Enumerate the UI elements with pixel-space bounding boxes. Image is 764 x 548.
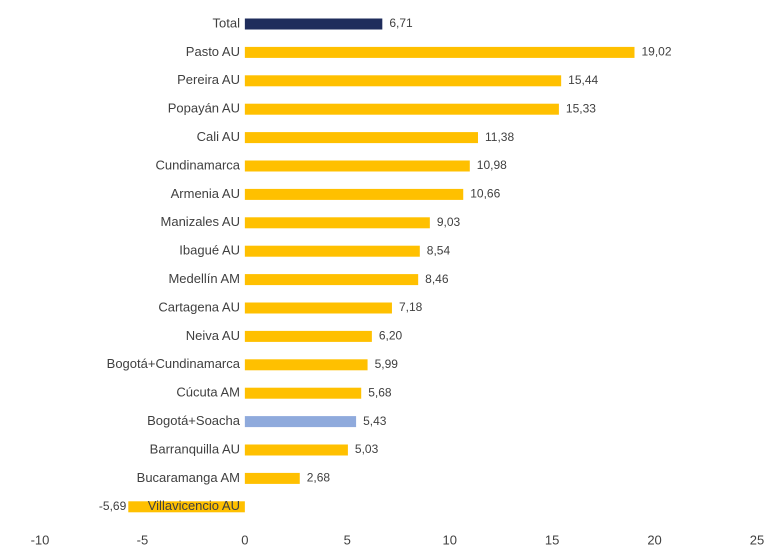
value-label: 15,44 <box>568 73 598 87</box>
category-label: Medellín AM <box>168 271 240 286</box>
category-label: Ibagué AU <box>179 243 240 258</box>
value-label: 5,99 <box>375 357 399 371</box>
category-label: Armenia AU <box>171 186 240 201</box>
bar <box>244 18 383 30</box>
bar <box>244 160 470 172</box>
x-tick-label: 20 <box>647 532 661 547</box>
category-label: Pereira AU <box>177 72 240 87</box>
value-label: 2,68 <box>307 471 331 485</box>
x-tick-label: -5 <box>137 532 149 547</box>
x-tick-label: 0 <box>241 532 248 547</box>
category-label: Villavicencio AU <box>148 498 240 513</box>
bar <box>244 330 372 342</box>
x-tick-label: 15 <box>545 532 559 547</box>
category-label: Cali AU <box>197 129 240 144</box>
bar <box>128 501 245 513</box>
x-tick-label: 5 <box>344 532 351 547</box>
value-label: 19,02 <box>641 45 671 59</box>
category-label: Manizales AU <box>161 214 240 229</box>
value-label: 15,33 <box>566 101 596 115</box>
value-label: 10,66 <box>470 187 500 201</box>
value-label: 10,98 <box>477 158 507 172</box>
bar <box>244 274 419 286</box>
value-label: 6,71 <box>389 16 413 30</box>
bar <box>244 359 368 371</box>
category-label: Barranquilla AU <box>150 441 240 456</box>
value-label: 8,46 <box>425 272 449 286</box>
category-label: Bogotá+Soacha <box>147 413 241 428</box>
x-tick-label: 25 <box>750 532 764 547</box>
category-label: Neiva AU <box>186 328 240 343</box>
value-label: 5,43 <box>363 414 387 428</box>
bar <box>244 188 464 200</box>
category-label: Pasto AU <box>186 44 240 59</box>
value-label: 9,03 <box>437 215 461 229</box>
bar <box>244 103 559 115</box>
bar <box>244 46 635 58</box>
value-label: 8,54 <box>427 243 451 257</box>
category-label: Popayán AU <box>168 101 240 116</box>
category-label: Total <box>213 15 241 30</box>
category-label: Cundinamarca <box>155 157 240 172</box>
value-label: 7,18 <box>399 300 423 314</box>
bar <box>244 416 357 428</box>
bar <box>244 472 300 484</box>
bar <box>244 132 478 144</box>
category-label: Bucaramanga AM <box>137 470 240 485</box>
category-label: Bogotá+Cundinamarca <box>107 356 241 371</box>
category-label: Cúcuta AM <box>176 385 240 400</box>
x-tick-label: -10 <box>31 532 50 547</box>
bar <box>244 217 430 229</box>
bar <box>244 444 348 456</box>
value-label: 11,38 <box>485 130 514 144</box>
x-tick-label: 10 <box>442 532 456 547</box>
category-label: Cartagena AU <box>158 299 240 314</box>
bar <box>244 75 562 87</box>
value-label: 5,03 <box>355 442 379 456</box>
bar <box>244 302 392 314</box>
value-label: -5,69 <box>99 499 127 513</box>
value-label: 6,20 <box>379 329 403 343</box>
bar <box>244 245 420 257</box>
bar <box>244 387 362 399</box>
value-label: 5,68 <box>368 385 392 399</box>
